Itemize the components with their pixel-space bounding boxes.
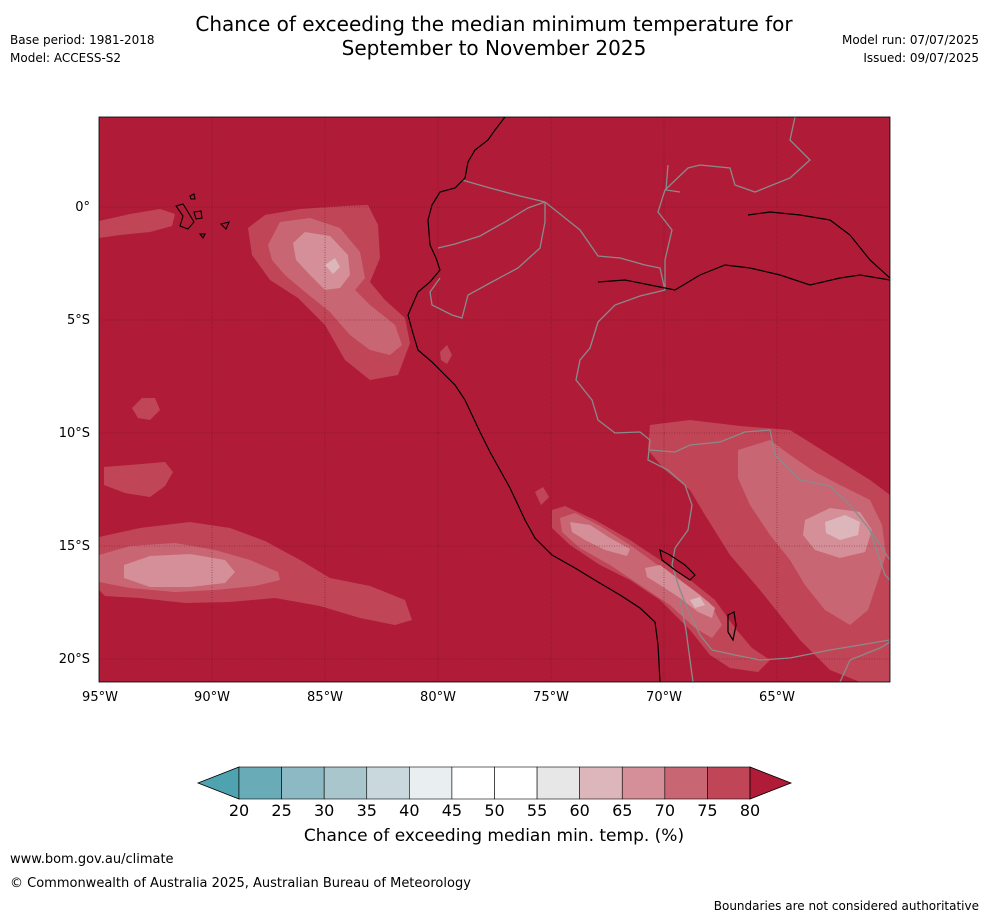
island-north: [189, 193, 196, 200]
lat-label-10s: 10°S: [59, 426, 90, 441]
colorbar-segment: [579, 766, 623, 800]
coast-amazon-mouth: [597, 264, 890, 291]
colorbar-under-arrow: [196, 766, 240, 800]
issued-text: Issued: 09/07/2025: [863, 51, 979, 65]
footer-note: Boundaries are not considered authoritat…: [713, 899, 979, 913]
colorbar-segment: [323, 766, 368, 800]
base-period-text: Base period: 1981-2018: [10, 33, 155, 47]
model-text: Model: ACCESS-S2: [10, 51, 122, 65]
contour-75-coast-small: [440, 345, 452, 364]
lon-labels: 95°W 90°W 85°W 80°W 75°W 70°W 65°W: [82, 690, 795, 705]
model-run-text: Model run: 07/07/2025: [841, 33, 979, 47]
colorbar-segment: [409, 766, 453, 800]
colorbar-segment: [494, 766, 538, 800]
colorbar-tick-label: 35: [357, 801, 377, 820]
colorbar-tick-label: 20: [229, 801, 249, 820]
island-isabela: [175, 203, 195, 230]
border-bolivia-south: [711, 639, 890, 661]
colorbar-tick-label: 55: [527, 801, 547, 820]
island-sancristobal: [219, 221, 230, 230]
title-line-1: Chance of exceeding the median minimum t…: [195, 12, 793, 36]
contour-60-peru-south: [690, 597, 705, 608]
coastline: [407, 117, 890, 682]
lon-label-90w: 90°W: [194, 690, 230, 705]
map-frame: [98, 116, 891, 683]
border-peru-brazil: [575, 289, 693, 549]
lat-labels: 0° 5°S 10°S 15°S 20°S: [59, 200, 90, 667]
border-bolivia-brazil: [649, 429, 890, 561]
lat-label-0: 0°: [75, 200, 90, 215]
border-venezuela: [657, 117, 811, 290]
contour-75-galapagos: [99, 209, 175, 238]
border-ecuador-peru: [429, 202, 546, 319]
colorbar-tick-label: 80: [740, 801, 760, 820]
footer-copyright: © Commonwealth of Australia 2025, Austra…: [10, 876, 471, 891]
coast-pacific: [407, 117, 661, 682]
contour-75-west-blob: [104, 462, 173, 497]
lon-label-95w: 95°W: [82, 690, 118, 705]
contour-75-coast-dot: [535, 487, 549, 505]
colorbar-segment: [366, 766, 410, 800]
colorbar-tick-label: 50: [484, 801, 504, 820]
map-title: Chance of exceeding the median minimum t…: [0, 12, 988, 60]
colorbar-segment: [621, 766, 666, 800]
probability-contours: [99, 205, 890, 682]
border-peru-bolivia: [671, 547, 713, 651]
contour-75-patch-west: [132, 398, 160, 420]
meta-right: Model run: 07/07/2025 Issued: 09/07/2025: [842, 31, 979, 67]
meta-left: Base period: 1981-2018 Model: ACCESS-S2: [10, 31, 155, 67]
colorbar-label: Chance of exceeding median min. temp. (%…: [303, 826, 685, 846]
colorbar-segment: [238, 766, 282, 800]
border-paraguay: [839, 641, 890, 682]
galapagos-islands: [175, 193, 230, 240]
country-borders: [429, 117, 890, 682]
island-santacruz: [193, 210, 203, 220]
island-espanola: [198, 233, 206, 240]
colorbar-tick-label: 60: [569, 801, 589, 820]
colorbar-tick-label: 40: [399, 801, 419, 820]
contour-65-southwest: [124, 554, 235, 587]
contour-60-northwest: [325, 258, 340, 274]
lat-label-15s: 15°S: [59, 539, 90, 554]
contour-65-peru-coast: [570, 522, 630, 556]
colorbar-tick-label: 65: [612, 801, 632, 820]
colorbar-segment: [451, 766, 495, 800]
lon-label-65w: 65°W: [759, 690, 795, 705]
lat-label-5s: 5°S: [67, 313, 90, 328]
contour-60-bolivia: [825, 515, 860, 540]
graticule: [99, 117, 890, 682]
lake-poopo: [727, 611, 737, 642]
lake-titicaca: [659, 548, 696, 581]
border-far-east: [869, 529, 890, 581]
title-line-2: September to November 2025: [341, 36, 647, 60]
lon-label-75w: 75°W: [533, 690, 569, 705]
lon-label-80w: 80°W: [420, 690, 456, 705]
lon-label-70w: 70°W: [646, 690, 682, 705]
colorbar: 20 25 30 35 40 45 50 55 60 65 70 75 80: [196, 766, 793, 820]
contour-65-northwest: [293, 232, 350, 290]
lat-label-20s: 20°S: [59, 652, 90, 667]
colorbar-tick-label: 70: [655, 801, 675, 820]
border-chile-argentina: [679, 599, 694, 682]
border-venezuela-2: [665, 164, 681, 193]
lon-label-85w: 85°W: [307, 690, 343, 705]
colorbar-tick-label: 45: [442, 801, 462, 820]
colorbar-tick-label: 30: [314, 801, 334, 820]
border-colombia-brazil: [544, 201, 666, 291]
colorbar-segment: [707, 766, 751, 800]
border-colombia-ecuador: [437, 201, 546, 249]
colorbar-segment: [664, 766, 708, 800]
border-colombia-north: [461, 179, 546, 203]
colorbar-over-arrow: [749, 766, 793, 800]
coast-caribbean: [747, 211, 890, 279]
colorbar-segment: [281, 766, 325, 800]
colorbar-tick-label: 75: [697, 801, 717, 820]
colorbar-tick-label: 25: [271, 801, 291, 820]
colorbar-segment: [536, 766, 580, 800]
footer-url: www.bom.gov.au/climate: [10, 852, 174, 867]
